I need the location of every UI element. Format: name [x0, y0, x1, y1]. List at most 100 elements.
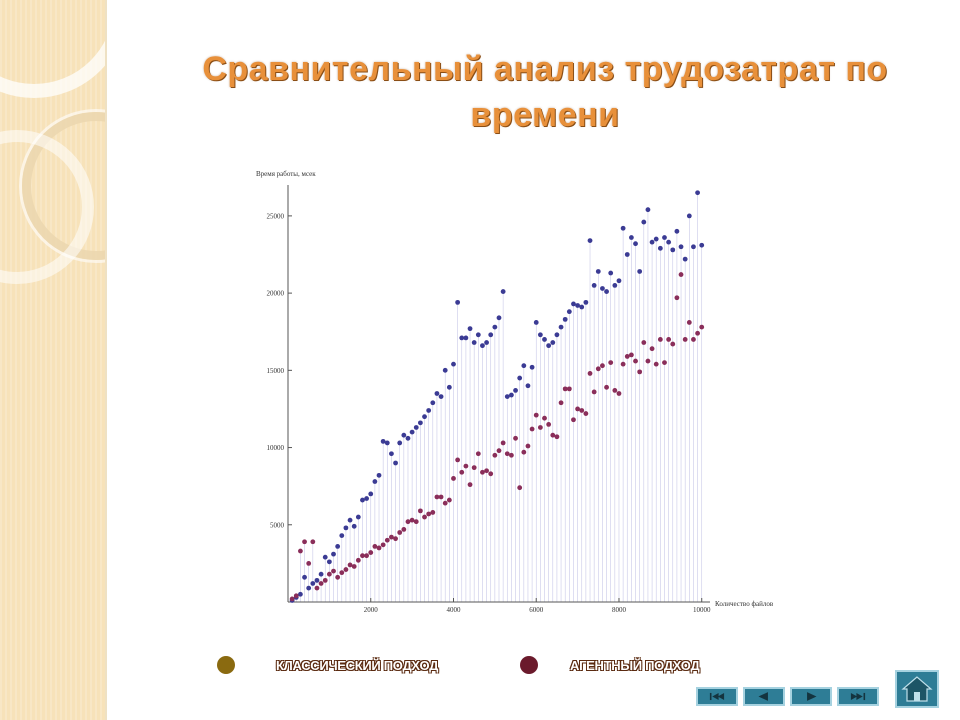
last-slide-button[interactable]: [837, 687, 879, 706]
data-point-agent: [624, 354, 630, 359]
data-point-classic: [533, 320, 539, 325]
data-point-agent: [513, 435, 518, 441]
data-point-agent: [604, 384, 609, 390]
data-point-classic: [674, 228, 680, 234]
data-point-classic: [351, 523, 357, 529]
data-point-classic: [587, 238, 593, 243]
y-tick-label: 20000: [267, 290, 285, 298]
data-point-classic: [678, 244, 684, 250]
data-point-classic: [517, 375, 523, 381]
data-point-classic: [649, 239, 655, 245]
first-icon: [709, 692, 725, 701]
data-point-classic: [608, 270, 614, 276]
data-point-agent: [302, 539, 307, 545]
data-point-agent: [360, 553, 365, 559]
data-point-classic: [504, 394, 510, 399]
data-point-classic: [699, 242, 705, 248]
data-point-agent: [368, 550, 374, 555]
last-icon: [850, 692, 866, 701]
data-point-agent: [393, 536, 398, 542]
data-point-classic: [302, 574, 307, 580]
data-point-classic: [571, 301, 576, 307]
data-point-agent: [417, 508, 423, 514]
data-point-agent: [566, 386, 572, 392]
data-point-classic: [595, 269, 601, 274]
data-point-classic: [335, 544, 341, 549]
data-point-agent: [579, 408, 585, 413]
data-point-agent: [422, 514, 427, 520]
data-point-classic: [624, 252, 630, 257]
data-point-agent: [451, 476, 456, 481]
data-point-agent: [380, 542, 386, 548]
data-point-classic: [451, 361, 456, 367]
data-point-agent: [587, 371, 593, 376]
data-point-classic: [355, 514, 361, 520]
data-point-agent: [537, 425, 543, 430]
data-point-classic: [434, 391, 440, 396]
data-point-agent: [637, 369, 643, 375]
data-point-agent: [484, 468, 489, 474]
y-axis-label: Время работы, мсек: [256, 170, 316, 178]
data-point-agent: [533, 412, 539, 418]
data-point-classic: [604, 289, 609, 294]
data-point-classic: [298, 591, 303, 597]
data-point-agent: [595, 366, 601, 372]
band-edge: [105, 0, 107, 720]
data-point-agent: [620, 361, 626, 367]
data-point-classic: [492, 324, 498, 330]
data-point-agent: [343, 567, 349, 572]
data-point-classic: [513, 388, 518, 393]
data-point-classic: [529, 364, 535, 370]
data-point-classic: [397, 440, 403, 446]
x-tick-label: 4000: [446, 606, 461, 614]
data-point-agent: [463, 463, 469, 469]
data-point-agent: [355, 557, 361, 563]
data-point-agent: [608, 360, 614, 366]
data-point-classic: [384, 440, 390, 446]
data-point-classic: [566, 309, 572, 315]
data-points: [289, 190, 705, 603]
data-point-agent: [641, 340, 647, 345]
previous-slide-button[interactable]: [743, 687, 785, 706]
data-point-agent: [455, 457, 461, 463]
data-point-agent: [364, 553, 370, 559]
data-point-agent: [496, 448, 502, 454]
data-point-classic: [405, 435, 411, 441]
data-point-classic: [554, 332, 560, 338]
data-point-agent: [459, 469, 465, 475]
data-point-classic: [389, 451, 394, 457]
data-point-classic: [393, 460, 398, 466]
data-point-agent: [310, 539, 316, 545]
y-tick-label: 15000: [267, 367, 285, 375]
data-point-agent: [376, 545, 382, 551]
data-point-classic: [657, 245, 663, 251]
data-point-agent: [488, 471, 494, 477]
data-point-classic: [343, 525, 349, 531]
data-point-agent: [492, 452, 498, 458]
data-point-agent: [467, 482, 473, 488]
data-point-classic: [666, 239, 672, 245]
next-slide-button[interactable]: [790, 687, 832, 706]
data-point-classic: [583, 299, 589, 305]
data-point-agent: [546, 421, 552, 427]
data-point-agent: [397, 530, 403, 535]
legend-marker-agent: [520, 656, 538, 674]
data-point-agent: [666, 337, 672, 342]
data-point-agent: [306, 560, 312, 566]
data-point-classic: [496, 315, 502, 321]
data-point-classic: [331, 551, 336, 557]
data-point-agent: [289, 596, 295, 602]
home-button[interactable]: [895, 670, 939, 708]
data-point-agent: [529, 426, 535, 432]
data-point-classic: [322, 554, 328, 560]
data-point-classic: [475, 332, 481, 338]
data-point-classic: [691, 244, 696, 250]
axis-ticks: 2000 4000 6000 8000 10000 5000 10000 15000 20000…: [267, 212, 711, 614]
data-point-agent: [674, 295, 680, 301]
data-point-classic: [488, 332, 494, 338]
first-slide-button[interactable]: [696, 687, 738, 706]
data-point-classic: [686, 213, 692, 219]
data-point-agent: [384, 537, 390, 543]
data-point-agent: [339, 570, 345, 576]
data-point-agent: [657, 337, 663, 342]
